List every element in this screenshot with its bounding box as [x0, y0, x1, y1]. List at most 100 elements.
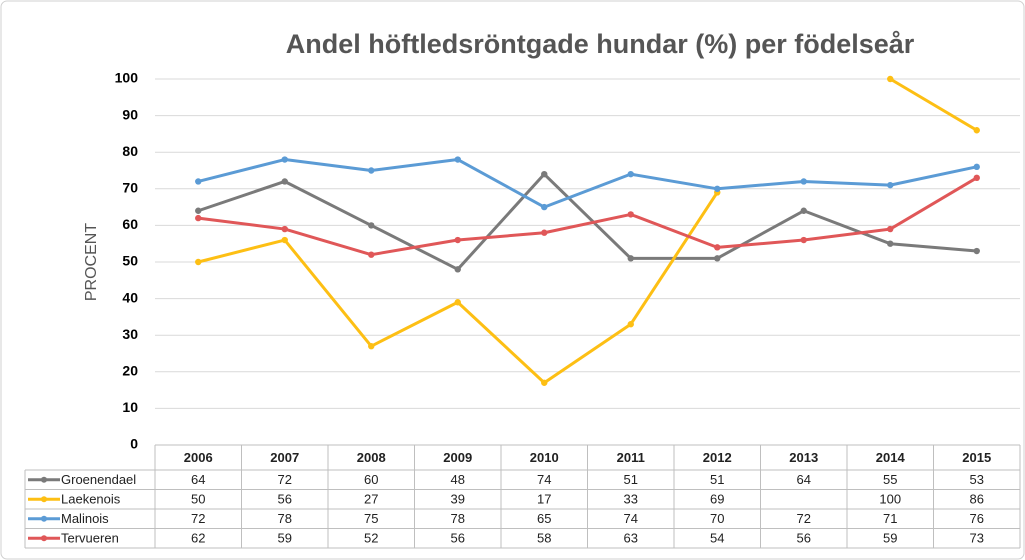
y-tick-label: 30 [122, 326, 138, 342]
table-cell: 64 [797, 472, 811, 487]
y-tick-label: 0 [130, 436, 138, 452]
point [541, 379, 548, 386]
table-cell: 55 [883, 472, 897, 487]
table-cell: 27 [364, 492, 378, 507]
point [541, 170, 548, 178]
table-cell: 78 [278, 511, 292, 526]
table-cell: 51 [710, 472, 724, 487]
table-cell: 72 [278, 472, 292, 487]
table-cell: 62 [191, 531, 205, 546]
x-tick-label: 2011 [617, 450, 645, 465]
legend-label: Groenendael [61, 472, 136, 487]
table-cell: 76 [970, 511, 984, 526]
point [454, 266, 461, 273]
x-tick-label: 2007 [270, 450, 299, 465]
x-tick-label: 2008 [357, 450, 386, 465]
point [195, 214, 202, 222]
y-axis-title: PROCENT [83, 223, 100, 301]
point [973, 127, 980, 134]
point [714, 255, 721, 262]
legend-swatch-dot [41, 476, 47, 483]
series-line [197, 158, 978, 209]
y-tick-label: 20 [122, 363, 138, 379]
point [368, 222, 375, 229]
point [368, 342, 375, 350]
x-tick-label: 2009 [443, 450, 472, 465]
table-cell: 72 [797, 511, 811, 526]
point [800, 207, 807, 214]
series-line [197, 172, 977, 271]
y-tick-label: 10 [122, 399, 138, 415]
point [195, 207, 202, 214]
legend-label: Laekenois [61, 492, 121, 507]
table-cell: 17 [537, 492, 551, 507]
table-cell: 71 [883, 511, 897, 526]
point [627, 321, 634, 328]
table-cell: 78 [451, 511, 465, 526]
point [800, 178, 807, 185]
table-cell: 60 [364, 472, 378, 487]
point [195, 258, 202, 266]
point [714, 185, 721, 192]
point [714, 244, 721, 251]
y-tick-label: 100 [115, 70, 139, 86]
x-tick-label: 2015 [962, 450, 991, 465]
point [627, 170, 634, 178]
y-tick-label: 40 [122, 289, 138, 305]
x-tick-label: 2014 [876, 450, 906, 465]
table-cell: 86 [970, 492, 984, 507]
point [281, 236, 288, 244]
point [973, 174, 980, 182]
table-cell: 69 [710, 492, 724, 507]
table-cell: 48 [451, 472, 465, 487]
point [454, 299, 461, 306]
table-cell: 64 [191, 472, 205, 487]
table-cell: 70 [710, 511, 724, 526]
table-cell: 52 [364, 531, 378, 546]
table-cell: 53 [970, 472, 984, 487]
table-cell: 39 [451, 492, 465, 507]
point [627, 211, 634, 218]
table-cell: 100 [879, 492, 901, 507]
y-tick-label: 50 [122, 253, 138, 269]
point [368, 167, 375, 174]
legend-label: Tervueren [61, 531, 119, 546]
x-tick-label: 2013 [789, 450, 818, 465]
point [541, 203, 548, 211]
point [195, 178, 202, 185]
point [281, 156, 288, 163]
table-cell: 72 [191, 511, 205, 526]
chart-title: Andel höftledsröntgade hundar (%) per fö… [286, 29, 915, 59]
table-cell: 59 [278, 531, 292, 546]
point [973, 163, 980, 171]
table-cell: 51 [624, 472, 638, 487]
point [800, 236, 807, 244]
table-cell: 65 [537, 511, 551, 526]
x-tick-label: 2010 [530, 450, 559, 465]
table-cell: 75 [364, 511, 378, 526]
point [627, 255, 634, 262]
table-cell: 56 [278, 492, 292, 507]
point [454, 156, 461, 163]
series-line [198, 176, 978, 257]
point [887, 240, 894, 247]
legend-swatch-dot [41, 535, 47, 542]
legend-swatch-dot [41, 515, 47, 522]
y-tick-label: 60 [122, 216, 138, 232]
point [973, 247, 980, 255]
y-tick-label: 90 [122, 106, 138, 122]
point [368, 251, 375, 258]
point [281, 178, 288, 185]
y-tick-label: 70 [122, 180, 138, 196]
legend-label: Malinois [61, 511, 109, 526]
point [541, 229, 548, 236]
table-cell: 54 [710, 531, 724, 546]
table-cell: 56 [797, 531, 811, 546]
point [281, 225, 288, 233]
table-cell: 56 [451, 531, 465, 546]
legend-swatch-dot [41, 496, 47, 503]
point [887, 225, 894, 233]
point [887, 75, 894, 83]
